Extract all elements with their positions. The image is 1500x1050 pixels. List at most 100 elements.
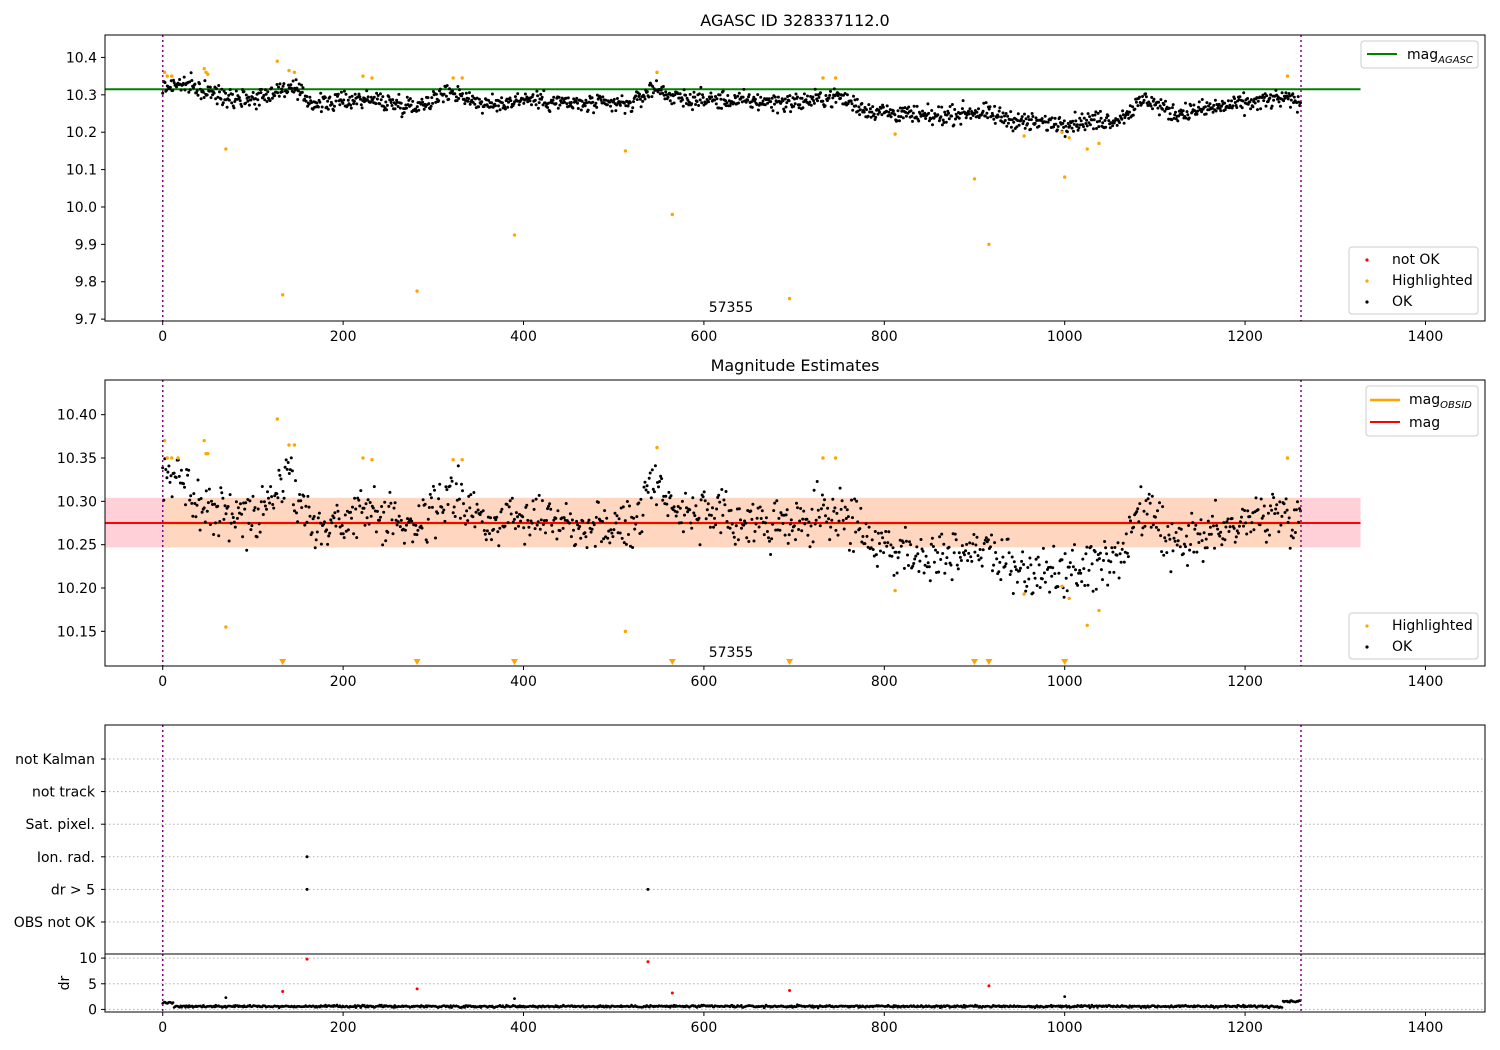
ok-point xyxy=(599,98,603,102)
ok-point xyxy=(1218,534,1222,538)
ok-point xyxy=(489,105,493,109)
ok-point xyxy=(1152,97,1156,101)
ok-point xyxy=(1045,560,1048,564)
y-tick-label: 9.9 xyxy=(75,237,97,253)
ok-point xyxy=(339,98,343,102)
ok-point xyxy=(1037,563,1041,567)
ok-point xyxy=(785,101,789,105)
ok-point xyxy=(341,532,345,536)
legend-not-ok-label: not OK xyxy=(1392,252,1440,268)
ok-point xyxy=(868,107,872,111)
ok-point xyxy=(786,95,790,98)
ok-point xyxy=(701,95,705,99)
ok-point xyxy=(1104,546,1108,550)
ok-point xyxy=(1271,492,1275,496)
ok-point xyxy=(584,98,588,102)
ok-point xyxy=(1037,124,1041,128)
ok-point xyxy=(802,509,806,513)
ok-point xyxy=(901,541,905,544)
ok-point xyxy=(214,521,218,525)
ok-point xyxy=(991,114,995,118)
ok-point xyxy=(539,518,543,522)
ok-point xyxy=(202,506,206,510)
ok-point xyxy=(1157,528,1160,532)
ok-point xyxy=(333,104,336,108)
ok-point xyxy=(1065,130,1069,134)
ok-point xyxy=(926,561,930,565)
ok-point xyxy=(725,101,729,105)
agasc-panel: AGASC ID 328337112.0 0 200 400 600 800 1000 12… xyxy=(66,11,1486,345)
ok-point xyxy=(228,493,232,497)
ok-point xyxy=(1144,499,1148,503)
ok-point xyxy=(960,111,964,115)
ok-point xyxy=(1170,118,1174,122)
ok-point xyxy=(388,98,392,102)
ok-point xyxy=(815,480,819,483)
ok-point xyxy=(902,566,906,570)
ok-point xyxy=(218,520,222,523)
ok-point xyxy=(1289,98,1293,102)
ok-point xyxy=(454,482,458,486)
ok-point xyxy=(1205,546,1209,550)
ok-point xyxy=(257,103,261,107)
ok-point xyxy=(405,106,408,110)
ok-point xyxy=(233,525,237,529)
ok-point xyxy=(519,519,523,523)
ok-point xyxy=(628,101,632,104)
ok-point xyxy=(525,95,529,99)
ok-point xyxy=(1033,576,1037,580)
ok-point xyxy=(1102,559,1105,562)
ok-point xyxy=(338,103,342,107)
ok-point xyxy=(761,99,765,103)
ok-point xyxy=(641,513,645,517)
ok-point xyxy=(992,117,996,121)
ok-point xyxy=(998,106,1002,110)
ok-point xyxy=(1186,113,1190,117)
ok-point xyxy=(1093,113,1097,117)
ok-point xyxy=(1122,121,1126,125)
ok-point xyxy=(1141,526,1145,530)
ok-point xyxy=(196,93,200,97)
ok-point xyxy=(1244,521,1248,525)
highlighted-point xyxy=(170,456,174,460)
ok-point xyxy=(210,499,213,503)
ok-point xyxy=(977,116,981,120)
ok-point xyxy=(565,102,569,106)
ok-point xyxy=(1075,123,1079,127)
ok-point xyxy=(466,519,470,523)
dr-point xyxy=(740,1004,743,1007)
ok-point xyxy=(726,94,730,97)
ok-point xyxy=(737,91,741,95)
ok-point xyxy=(395,523,399,527)
ok-point xyxy=(802,92,806,96)
ok-point xyxy=(429,496,433,500)
ok-point xyxy=(1033,121,1037,125)
ok-point xyxy=(658,92,662,96)
ok-point xyxy=(993,541,997,545)
ok-point xyxy=(499,510,503,514)
ok-point xyxy=(879,549,882,553)
ok-point xyxy=(521,515,525,519)
ok-point xyxy=(828,93,832,97)
ok-point xyxy=(698,98,702,102)
ok-point xyxy=(792,104,796,108)
ok-point xyxy=(1283,511,1287,514)
ok-point xyxy=(186,473,190,477)
ok-point xyxy=(431,90,435,93)
ok-point xyxy=(1088,115,1092,119)
ok-point xyxy=(781,522,785,525)
ok-point xyxy=(650,95,654,99)
ok-point xyxy=(227,539,231,543)
ok-point xyxy=(389,101,393,104)
ok-point xyxy=(1147,492,1151,496)
ok-point xyxy=(456,85,460,88)
ok-point xyxy=(1272,98,1276,102)
ok-point xyxy=(709,91,713,95)
magnitude-estimates-panel: Magnitude Estimates 0 200 400 600 800 1000 120… xyxy=(57,356,1486,690)
ok-point xyxy=(194,515,198,519)
ok-point xyxy=(1212,524,1215,528)
ok-point xyxy=(346,528,350,532)
ok-point xyxy=(1264,104,1268,108)
ok-point xyxy=(715,97,719,101)
ok-point xyxy=(362,506,366,510)
